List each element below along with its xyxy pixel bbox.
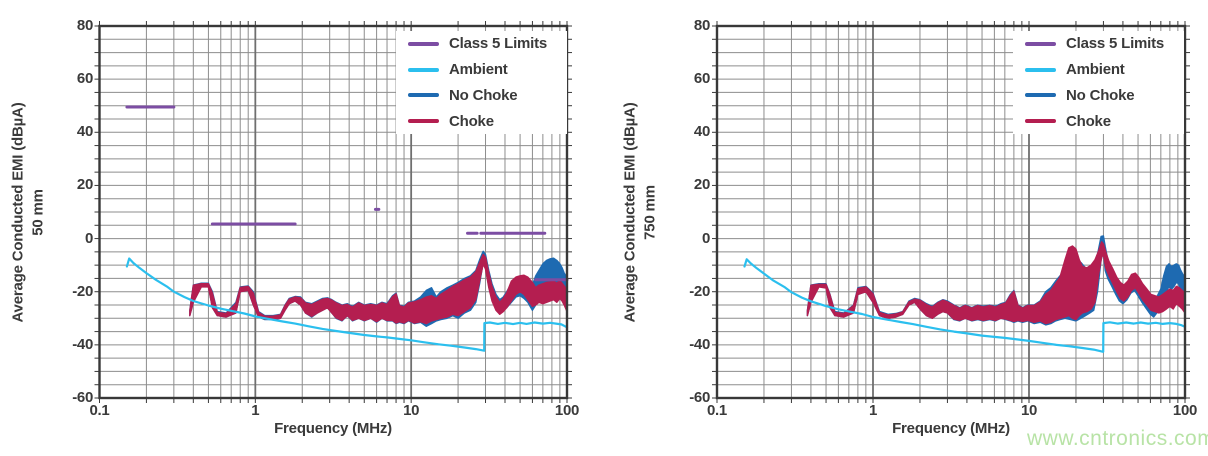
y-tick-label: 80 (76, 17, 93, 34)
x-tick-label: 1 (251, 402, 260, 419)
legend-label: Ambient (1066, 61, 1125, 79)
y-tick-label: 40 (693, 123, 710, 141)
emi-chart-750mm: Average Conducted EMI (dBµA) 750 mm Freq… (604, 0, 1208, 456)
y-axis-subtitle-distance: 750 mm (641, 185, 659, 240)
no-choke-line-swatch (1025, 93, 1056, 98)
legend: Class 5 Limits Ambient No Choke Choke (396, 31, 567, 134)
y-tick-label: 60 (76, 70, 93, 88)
y-axis-title: Average Conducted EMI (dBµA) (9, 102, 27, 323)
y-tick-label: 60 (693, 70, 710, 88)
x-tick-label: 100 (1172, 402, 1198, 419)
legend-item-ambient: Ambient (396, 61, 567, 78)
y-tick-label: 0 (84, 229, 93, 247)
emi-chart-50mm: Average Conducted EMI (dBµA) 50 mm Frequ… (9, 17, 580, 437)
x-tick-label: 10 (403, 402, 420, 419)
legend: Class 5 Limits Ambient No Choke Choke (1013, 31, 1184, 134)
y-tick-label: 80 (693, 17, 710, 34)
series-choke-band (806, 241, 1186, 325)
legend-label: Choke (1066, 112, 1111, 130)
y-tick-label: -60 (72, 389, 93, 406)
legend-label: Ambient (449, 61, 508, 79)
x-tick-label: 10 (1020, 402, 1038, 419)
ambient-line-swatch (408, 67, 439, 72)
legend-item-no-choke: No Choke (1013, 87, 1184, 104)
y-tick-label: -40 (689, 335, 710, 353)
legend-label: Class 5 Limits (1066, 35, 1165, 53)
y-tick-label: -40 (72, 335, 93, 353)
choke-line-swatch (1025, 119, 1056, 124)
x-tick-label: 1 (868, 402, 878, 419)
no-choke-line-swatch (408, 93, 439, 98)
y-axis-title: Average Conducted EMI (dBµA) (621, 102, 639, 323)
ambient-line-swatch (1025, 67, 1056, 72)
choke-line-swatch (408, 119, 439, 124)
y-tick-label: -20 (72, 282, 93, 300)
plot-frame (98, 24, 569, 400)
class5-limits-line-swatch (1025, 41, 1056, 46)
legend-label: No Choke (1066, 86, 1135, 104)
plot-frame (715, 24, 1187, 400)
series-ambient-line (125, 257, 569, 352)
x-tick-label: 0.1 (89, 402, 110, 419)
series-class5-limit-segments (125, 105, 569, 282)
x-axis-title: Frequency (MHz) (274, 420, 392, 437)
x-tick-label: 0.1 (707, 402, 727, 419)
legend-item-class5: Class 5 Limits (396, 35, 567, 52)
legend-label: No Choke (449, 86, 518, 104)
y-tick-label: 20 (693, 176, 710, 194)
y-tick-label: -60 (689, 389, 710, 406)
class5-limits-line-swatch (408, 41, 439, 46)
y-tick-label: 20 (76, 176, 93, 194)
watermark: www.cntronics.com (1027, 427, 1208, 450)
legend-label: Choke (449, 112, 494, 130)
legend-item-choke: Choke (1013, 113, 1184, 130)
y-axis-subtitle-distance: 50 mm (29, 189, 47, 236)
legend-label: Class 5 Limits (449, 35, 548, 53)
y-tick-label: 0 (701, 229, 710, 247)
x-tick-label: 100 (554, 402, 580, 419)
y-tick-label: 40 (76, 123, 93, 141)
y-tick-label: -20 (689, 282, 710, 300)
legend-item-ambient: Ambient (1013, 61, 1184, 78)
series-ambient-line (743, 258, 1187, 353)
legend-item-no-choke: No Choke (396, 87, 567, 104)
x-axis-title: Frequency (MHz) (892, 420, 1010, 437)
legend-item-class5: Class 5 Limits (1013, 35, 1184, 52)
legend-item-choke: Choke (396, 113, 567, 130)
